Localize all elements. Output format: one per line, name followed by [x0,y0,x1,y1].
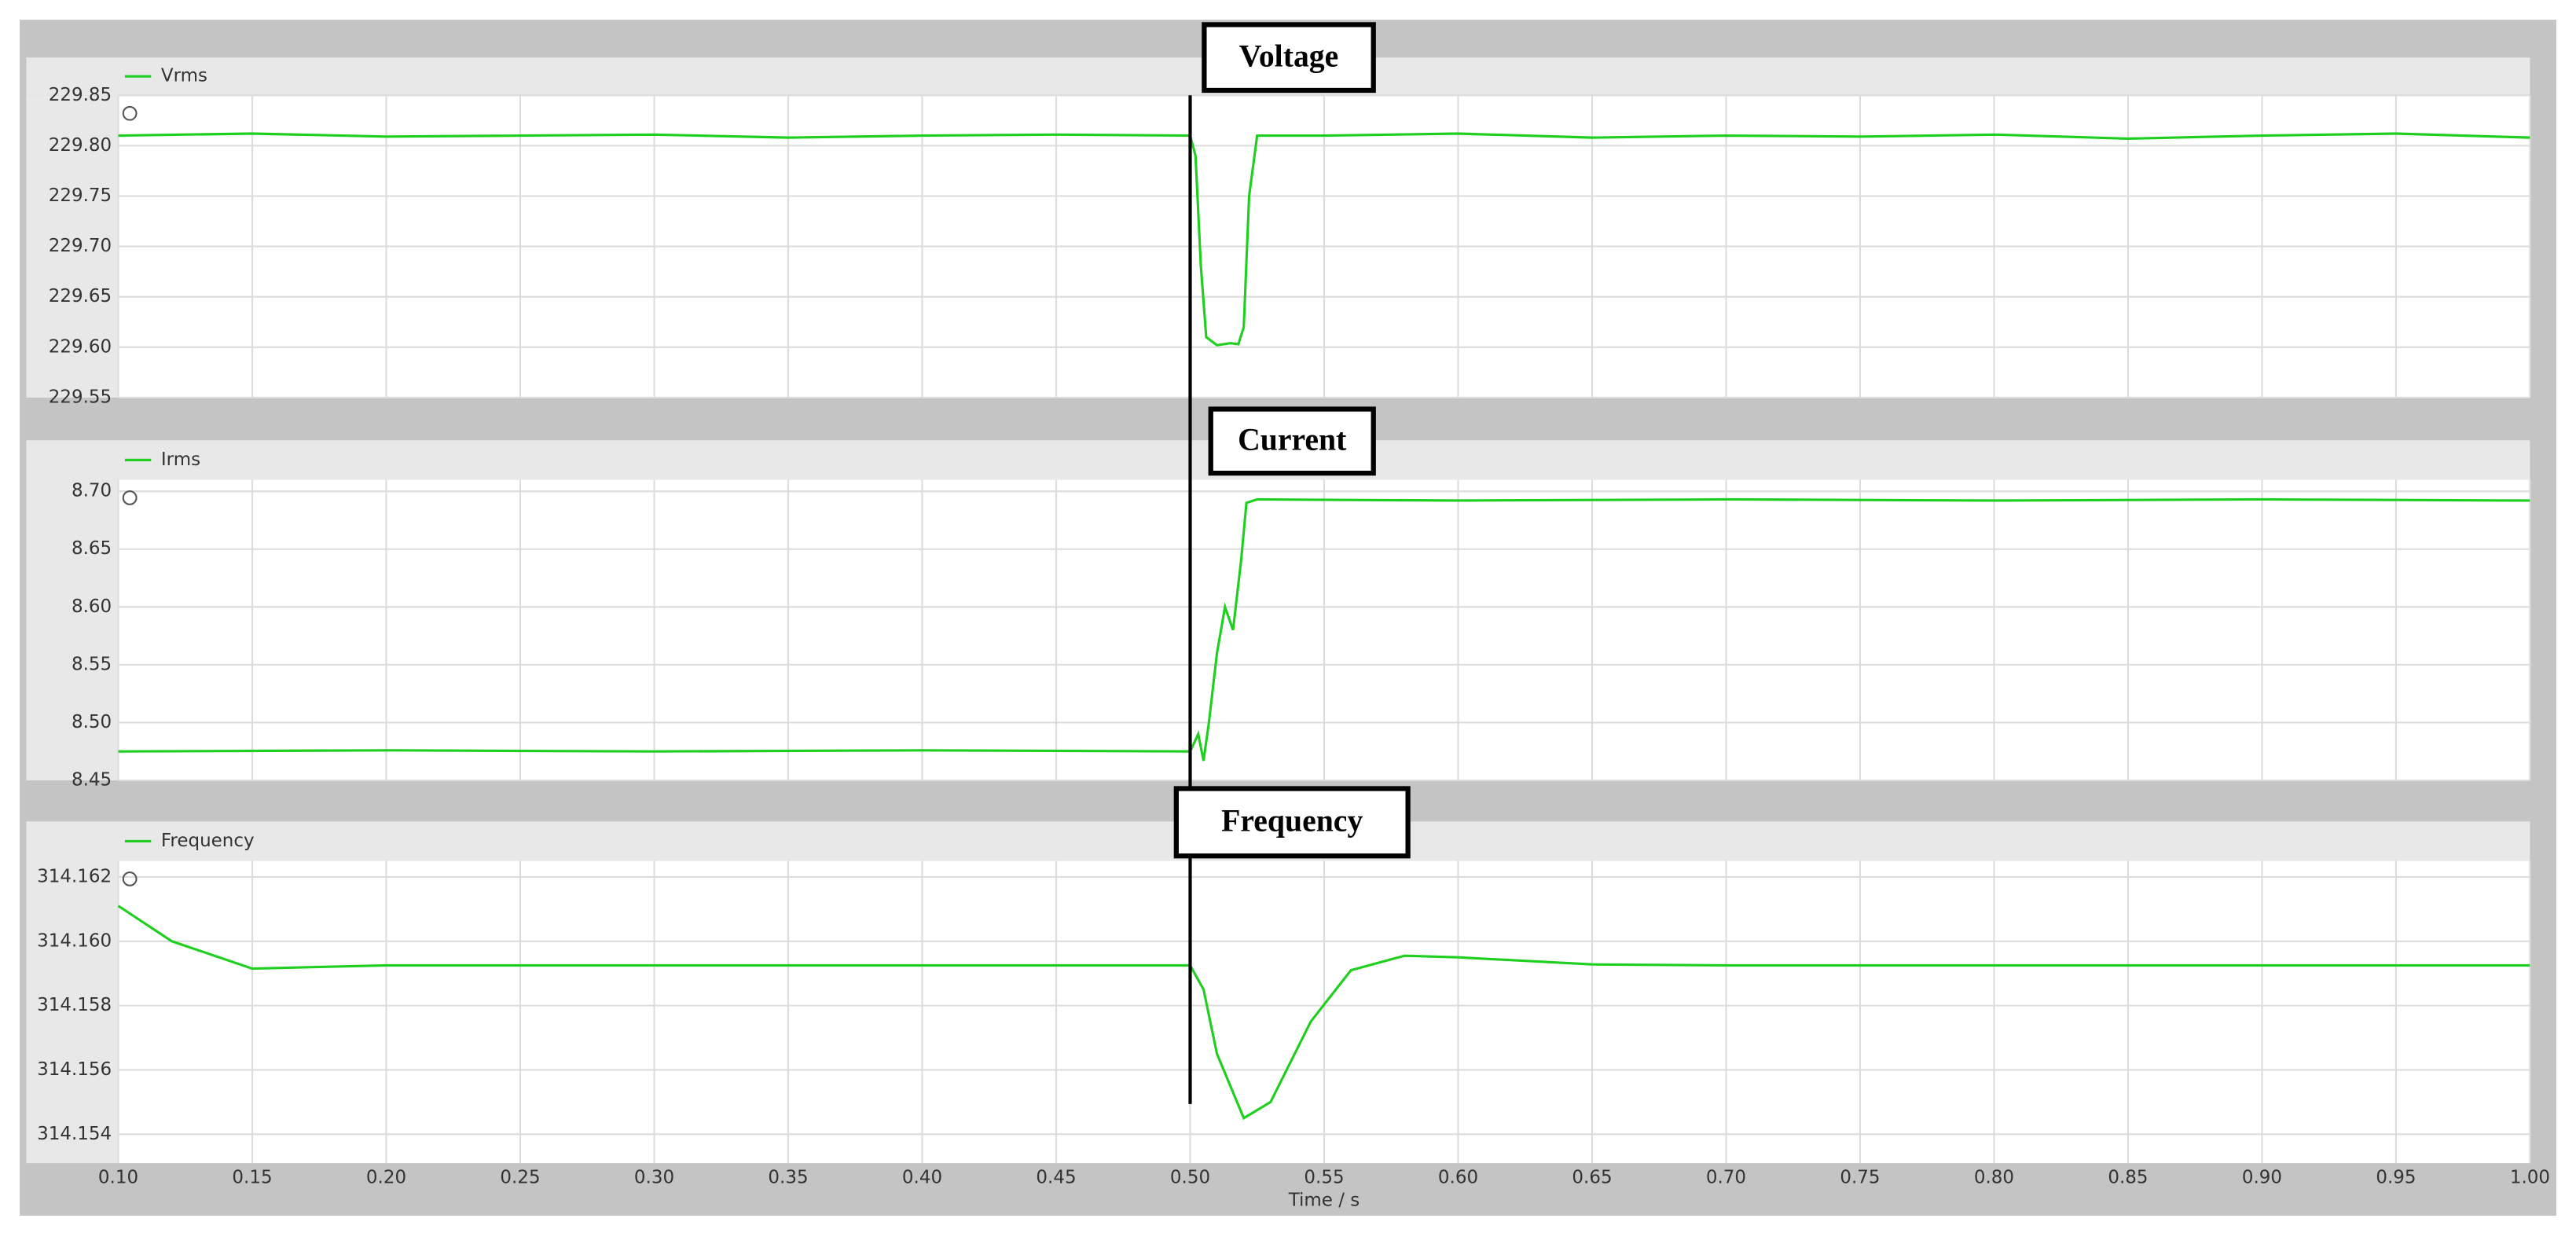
x-tick-label: 0.95 [2376,1167,2416,1187]
series-line [117,905,2530,1121]
y-tick-label: 229.70 [49,236,112,256]
x-tick-label: 0.20 [366,1167,406,1187]
x-tick-label: 0.40 [902,1167,942,1187]
x-tick-label: 0.60 [1438,1167,1478,1187]
y-axis-area [26,95,119,398]
y-axis-area [26,479,119,781]
axis-icon [122,490,138,505]
annotation-box [1208,406,1376,476]
x-tick-label: 0.55 [1304,1167,1344,1187]
y-tick-label: 314.162 [37,866,112,886]
x-tick-label: 0.85 [2108,1167,2148,1187]
legend-label: Irms [161,450,200,470]
x-tick-label: 0.10 [98,1167,138,1187]
y-tick-label: 229.60 [49,336,112,357]
y-tick-label: 8.65 [72,538,112,559]
y-tick-label: 8.70 [72,481,112,501]
x-tick-label: 0.35 [768,1167,808,1187]
annotation-box [1173,786,1411,859]
x-tick-label: 1.00 [2510,1167,2550,1187]
x-tick-label: 0.70 [1706,1167,1746,1187]
annotation-box [1202,22,1376,94]
y-tick-label: 314.154 [37,1124,112,1144]
y-tick-label: 8.60 [72,596,112,617]
series-line [118,497,2530,761]
y-tick-label: 229.80 [49,135,112,156]
x-tick-label: 0.75 [1840,1167,1880,1187]
x-tick-label: 0.45 [1036,1167,1076,1187]
y-tick-label: 314.158 [37,995,112,1015]
x-tick-label: 0.65 [1572,1167,1612,1187]
y-tick-label: 8.45 [72,770,112,791]
y-tick-label: 8.50 [72,712,112,732]
x-tick-label: 0.30 [634,1167,674,1187]
y-tick-label: 8.55 [72,654,112,674]
x-tick-label: 0.80 [1974,1167,2014,1187]
annotation: Current [1238,423,1347,457]
x-tick-label: 0.90 [2242,1167,2282,1187]
y-tick-label: 314.156 [37,1059,112,1080]
legend-label: Frequency [161,831,255,851]
x-axis-label: Time / s [1288,1191,1360,1211]
axis-icon [122,105,138,121]
y-tick-label: 229.55 [49,387,112,407]
legend-label: Vrms [161,66,207,86]
series-line [118,132,2530,347]
y-axis-area [26,861,119,1164]
y-tick-label: 229.75 [49,185,112,206]
annotation: Frequency [1221,804,1363,839]
x-tick-label: 0.50 [1170,1167,1210,1187]
y-tick-label: 229.85 [49,85,112,105]
annotation: Voltage [1239,39,1339,73]
x-tick-label: 0.25 [500,1167,540,1187]
x-tick-label: 0.15 [232,1167,272,1187]
y-tick-label: 229.65 [49,286,112,306]
axis-icon [122,872,138,886]
y-tick-label: 314.160 [37,930,112,951]
